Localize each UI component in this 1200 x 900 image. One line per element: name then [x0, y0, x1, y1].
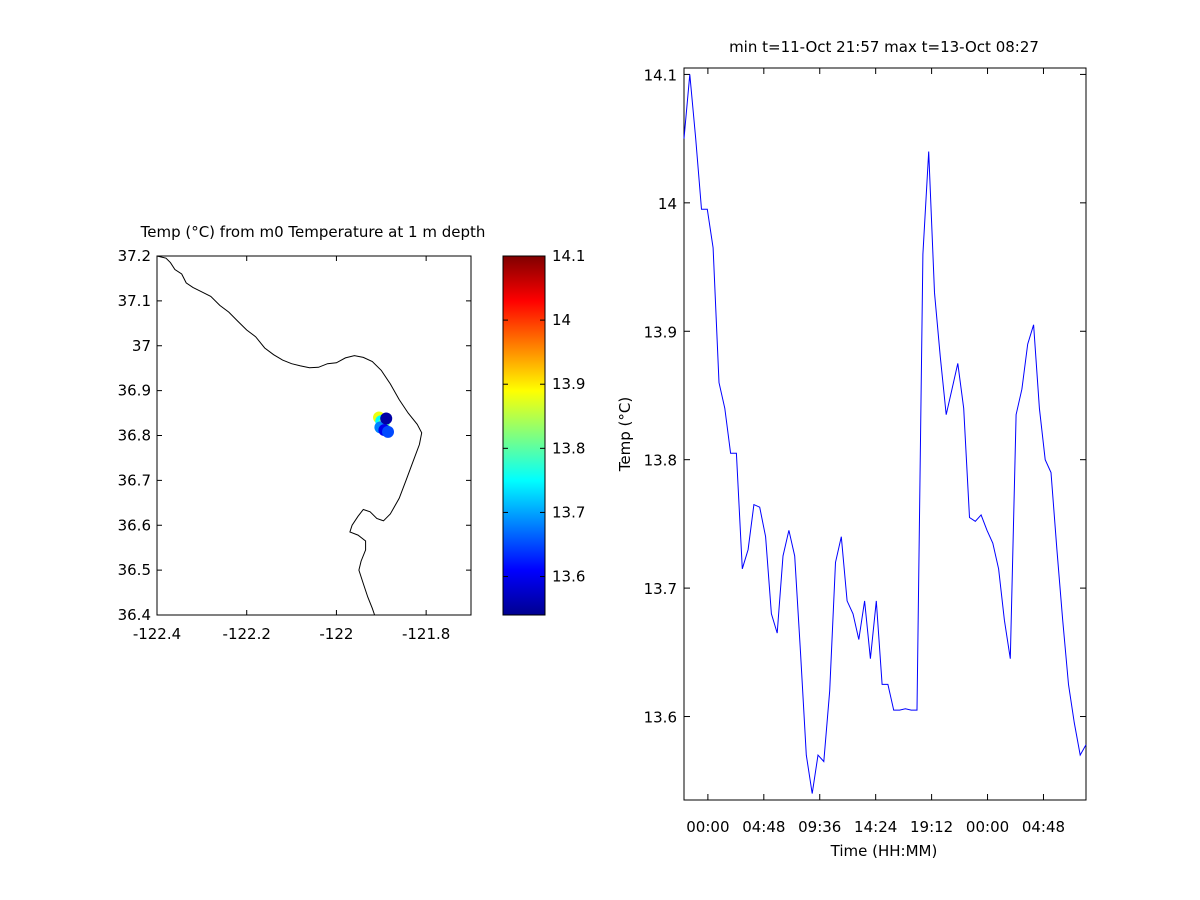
map-data-point	[380, 412, 393, 425]
map-xtick-label: -122	[319, 625, 353, 643]
timeseries-xlabel: Time (HH:MM)	[830, 842, 938, 860]
map-xtick-label: -122.2	[223, 625, 271, 643]
timeseries-ytick-label: 13.7	[644, 580, 677, 598]
map-ytick-label: 37.1	[118, 292, 151, 310]
map-ticks: -122.4 -122.2 -122 -121.8 36.4 36.5 36.6 36.7 36…	[118, 247, 471, 643]
map-xtick-label: -122.4	[133, 625, 181, 643]
timeseries-xtick-label: 00:00	[966, 818, 1009, 836]
timeseries-ytick-label: 14	[658, 195, 677, 213]
timeseries-axes-frame	[683, 67, 1087, 801]
timeseries-xtick-label: 14:24	[854, 818, 897, 836]
colorbar-tick-label: 13.6	[552, 568, 585, 586]
colorbar-panel: 13.6 13.7 13.8 13.9 14 14.1	[502, 247, 585, 616]
timeseries-temp-line	[683, 74, 1087, 794]
timeseries-ticks: 00:00 04:48 09:36 14:24 19:12 00:00 04:48 13.6 1…	[644, 66, 1086, 836]
timeseries-title: min t=11-Oct 21:57 max t=13-Oct 08:27	[729, 38, 1039, 56]
map-ytick-label: 36.4	[118, 606, 151, 624]
timeseries-ytick-label: 13.6	[644, 709, 677, 727]
map-ytick-label: 37.2	[118, 247, 151, 265]
map-coastline	[156, 255, 423, 616]
colorbar-tick-label: 13.9	[552, 375, 585, 393]
timeseries-xtick-label: 04:48	[742, 818, 785, 836]
map-ytick-label: 36.7	[118, 471, 151, 489]
timeseries-xtick-label: 09:36	[798, 818, 841, 836]
timeseries-ylabel: Temp (°C)	[616, 397, 634, 472]
timeseries-line-group	[683, 74, 1087, 794]
map-ytick-label: 36.8	[118, 427, 151, 445]
timeseries-xtick-label: 19:12	[910, 818, 953, 836]
timeseries-ytick-label: 14.1	[644, 66, 677, 84]
colorbar-tick-label: 13.8	[552, 439, 585, 457]
map-data-point	[382, 425, 395, 438]
colorbar-ticks: 13.6 13.7 13.8 13.9 14 14.1	[503, 247, 585, 586]
map-xtick-label: -121.8	[402, 625, 450, 643]
colorbar-gradient	[502, 255, 546, 616]
map-ytick-label: 36.5	[118, 561, 151, 579]
timeseries-ytick-label: 13.9	[644, 323, 677, 341]
timeseries-xtick-label: 00:00	[686, 818, 729, 836]
colorbar-tick-label: 14	[552, 311, 571, 329]
map-title: Temp (°C) from m0 Temperature at 1 m dep…	[140, 223, 486, 241]
map-panel: Temp (°C) from m0 Temperature at 1 m dep…	[118, 223, 486, 643]
map-ytick-label: 36.6	[118, 516, 151, 534]
timeseries-ytick-label: 13.8	[644, 452, 677, 470]
map-points-group	[373, 411, 395, 438]
map-ytick-label: 36.9	[118, 382, 151, 400]
map-ytick-label: 37	[132, 337, 151, 355]
colorbar-tick-label: 14.1	[552, 247, 585, 265]
colorbar-tick-label: 13.7	[552, 503, 585, 521]
map-axes-frame	[156, 255, 472, 616]
timeseries-panel: min t=11-Oct 21:57 max t=13-Oct 08:27 00…	[616, 38, 1087, 860]
map-coastline-group	[156, 255, 423, 616]
timeseries-xtick-label: 04:48	[1022, 818, 1065, 836]
